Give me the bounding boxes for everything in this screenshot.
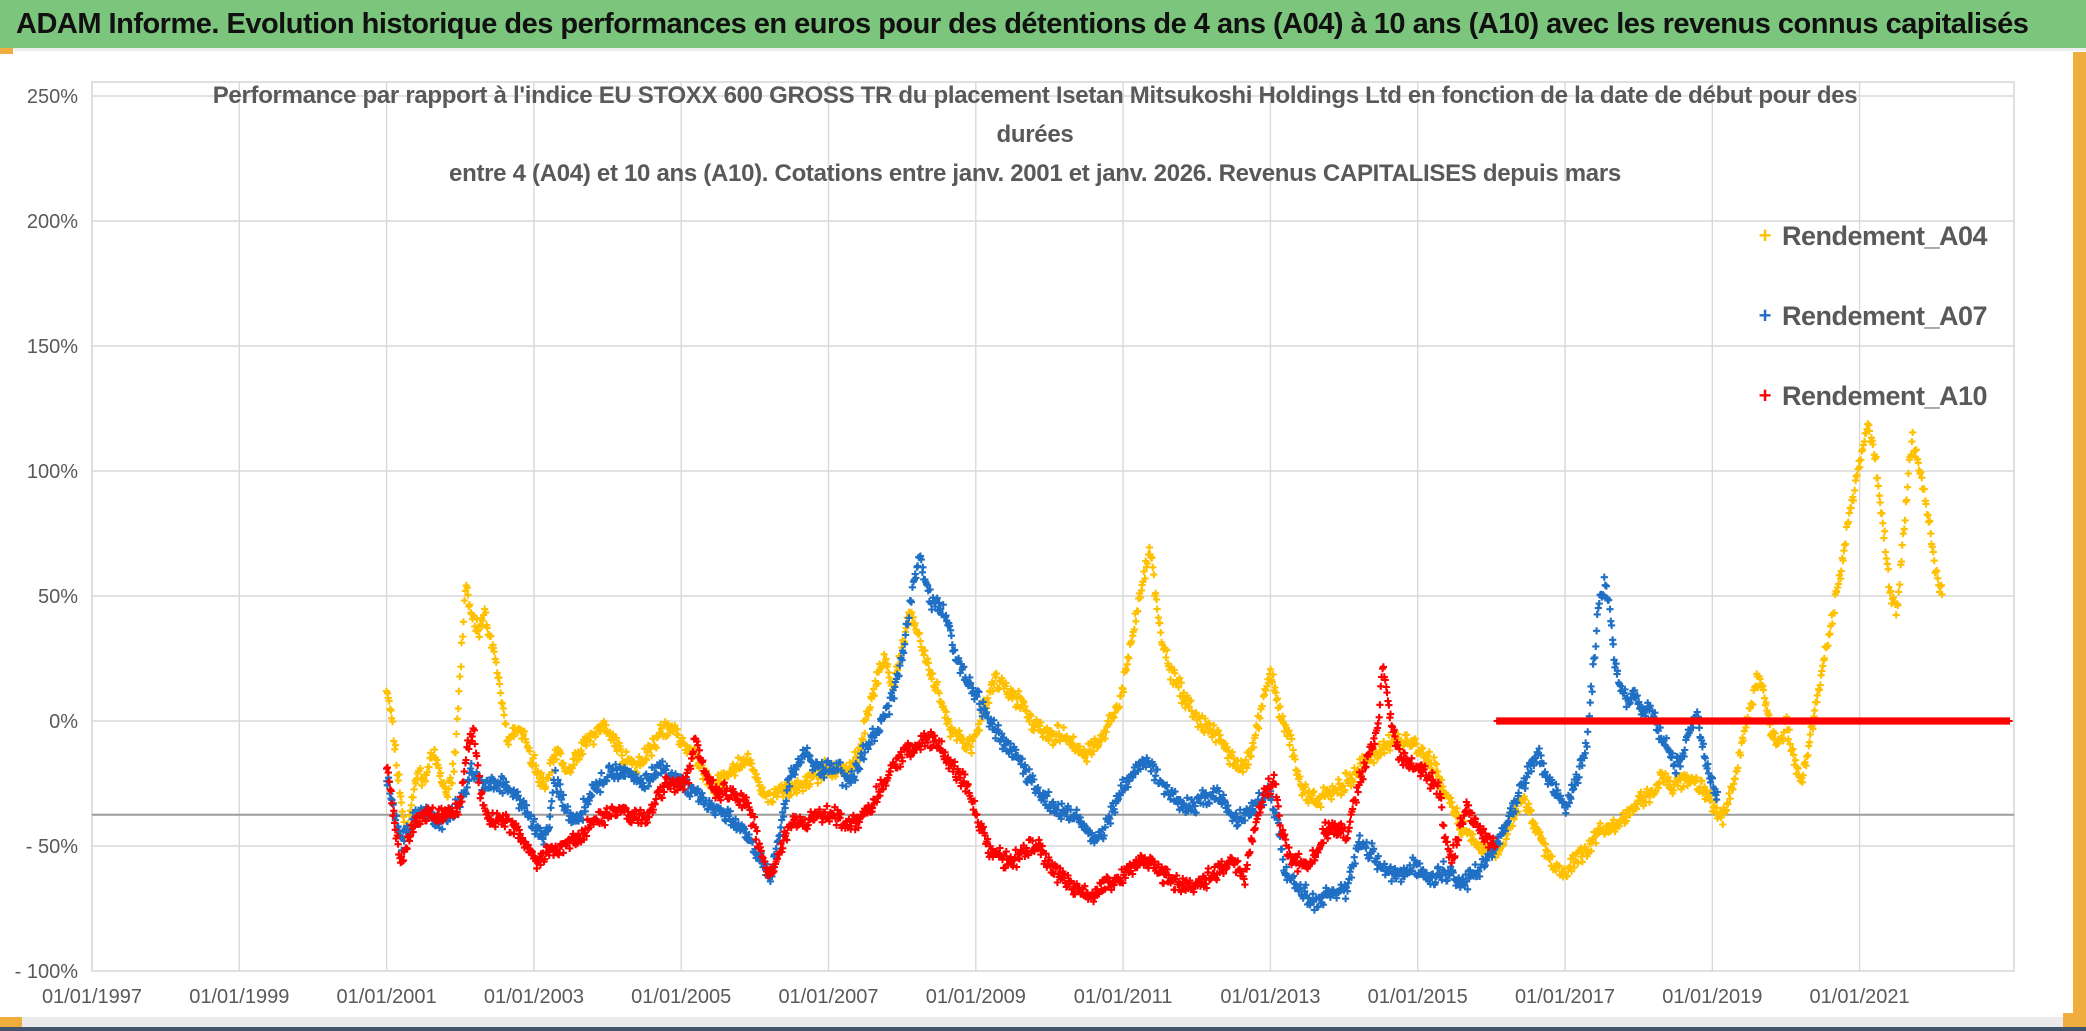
accent-mark-bottom-right [2063, 1013, 2086, 1027]
bottom-border-line [0, 1027, 2086, 1031]
y-axis-tick-label: 100% [27, 461, 78, 483]
bottom-strip [0, 1017, 2086, 1027]
title-bar-divider [0, 48, 2086, 51]
x-axis-tick-label: 01/01/2001 [337, 986, 437, 1008]
y-axis-tick-label: 200% [27, 211, 78, 233]
y-axis-tick-label: 0% [49, 711, 78, 733]
window-title-bar: ADAM Informe. Evolution historique des p… [0, 0, 2086, 48]
legend-label: Rendement_A04 [1782, 220, 1988, 251]
window-title: ADAM Informe. Evolution historique des p… [16, 7, 2029, 40]
x-axis-tick-label: 01/01/2017 [1515, 986, 1615, 1008]
y-axis-tick-label: - 50% [26, 836, 78, 858]
x-axis-tick-label: 01/01/2011 [1074, 986, 1173, 1008]
accent-mark-top-left [0, 48, 13, 54]
accent-strip-right [2073, 52, 2086, 1027]
legend-item-rendement-a04[interactable]: + Rendement_A04 [1748, 196, 2048, 276]
x-axis-tick-label: 01/01/2015 [1368, 986, 1468, 1008]
plus-marker-icon: + [1758, 383, 1772, 408]
chart-legend: + Rendement_A04 + Rendement_A07 + Rendem… [1748, 196, 2048, 436]
y-axis-tick-label: 50% [38, 586, 78, 608]
legend-label: Rendement_A10 [1782, 380, 1988, 411]
x-axis-tick-label: 01/01/2019 [1662, 986, 1762, 1008]
x-axis-tick-label: 01/01/2003 [484, 986, 584, 1008]
y-axis-tick-label: 150% [27, 336, 78, 358]
x-axis-tick-label: 01/01/2007 [778, 986, 878, 1008]
legend-item-rendement-a10[interactable]: + Rendement_A10 [1748, 356, 2048, 436]
x-axis-tick-label: 01/01/2009 [926, 986, 1026, 1008]
x-axis-tick-label: 01/01/2005 [631, 986, 731, 1008]
x-axis-tick-label: 01/01/2013 [1220, 986, 1320, 1008]
accent-mark-bottom-left [0, 1017, 22, 1027]
x-axis-tick-label: 01/01/2021 [1810, 986, 1910, 1008]
plus-marker-icon: + [1758, 223, 1772, 248]
legend-label: Rendement_A07 [1782, 300, 1988, 331]
plus-marker-icon: + [1758, 303, 1772, 328]
series-rendement_a10[interactable] [383, 663, 2013, 906]
x-axis-tick-label: 01/01/1999 [189, 986, 289, 1008]
x-axis-tick-label: 01/01/1997 [42, 986, 142, 1008]
y-axis-tick-label: 250% [27, 86, 78, 108]
y-axis-tick-label: - 100% [15, 961, 79, 983]
legend-item-rendement-a07[interactable]: + Rendement_A07 [1748, 276, 2048, 356]
